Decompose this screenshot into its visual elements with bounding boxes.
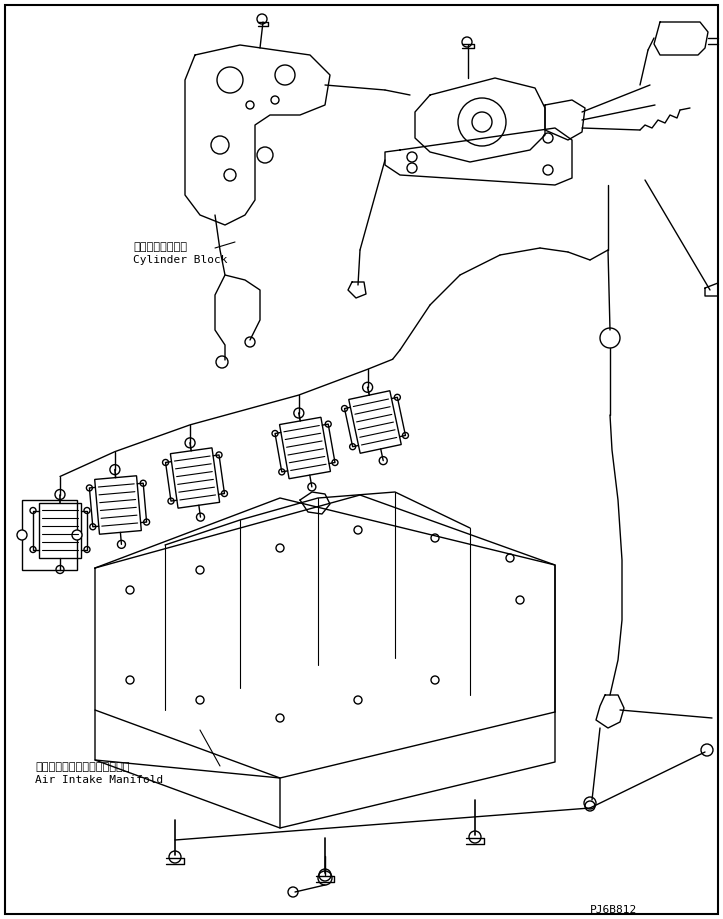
Circle shape: [185, 437, 195, 448]
Text: Cylinder Block: Cylinder Block: [133, 255, 228, 265]
Polygon shape: [348, 391, 401, 453]
Text: シリンダブロック: シリンダブロック: [133, 242, 187, 252]
Circle shape: [294, 408, 304, 418]
Text: PJ6B812: PJ6B812: [590, 905, 637, 915]
Circle shape: [110, 465, 120, 474]
Circle shape: [72, 530, 82, 540]
Circle shape: [17, 530, 27, 540]
Bar: [22, 500, 77, 570]
Text: Air Intake Manifold: Air Intake Manifold: [35, 775, 163, 785]
Polygon shape: [171, 448, 220, 508]
Polygon shape: [95, 476, 141, 534]
Polygon shape: [39, 503, 81, 558]
Circle shape: [363, 382, 372, 392]
Circle shape: [55, 490, 65, 500]
Text: エアーインテイクマニホルード: エアーインテイクマニホルード: [35, 762, 129, 772]
Polygon shape: [280, 417, 330, 479]
